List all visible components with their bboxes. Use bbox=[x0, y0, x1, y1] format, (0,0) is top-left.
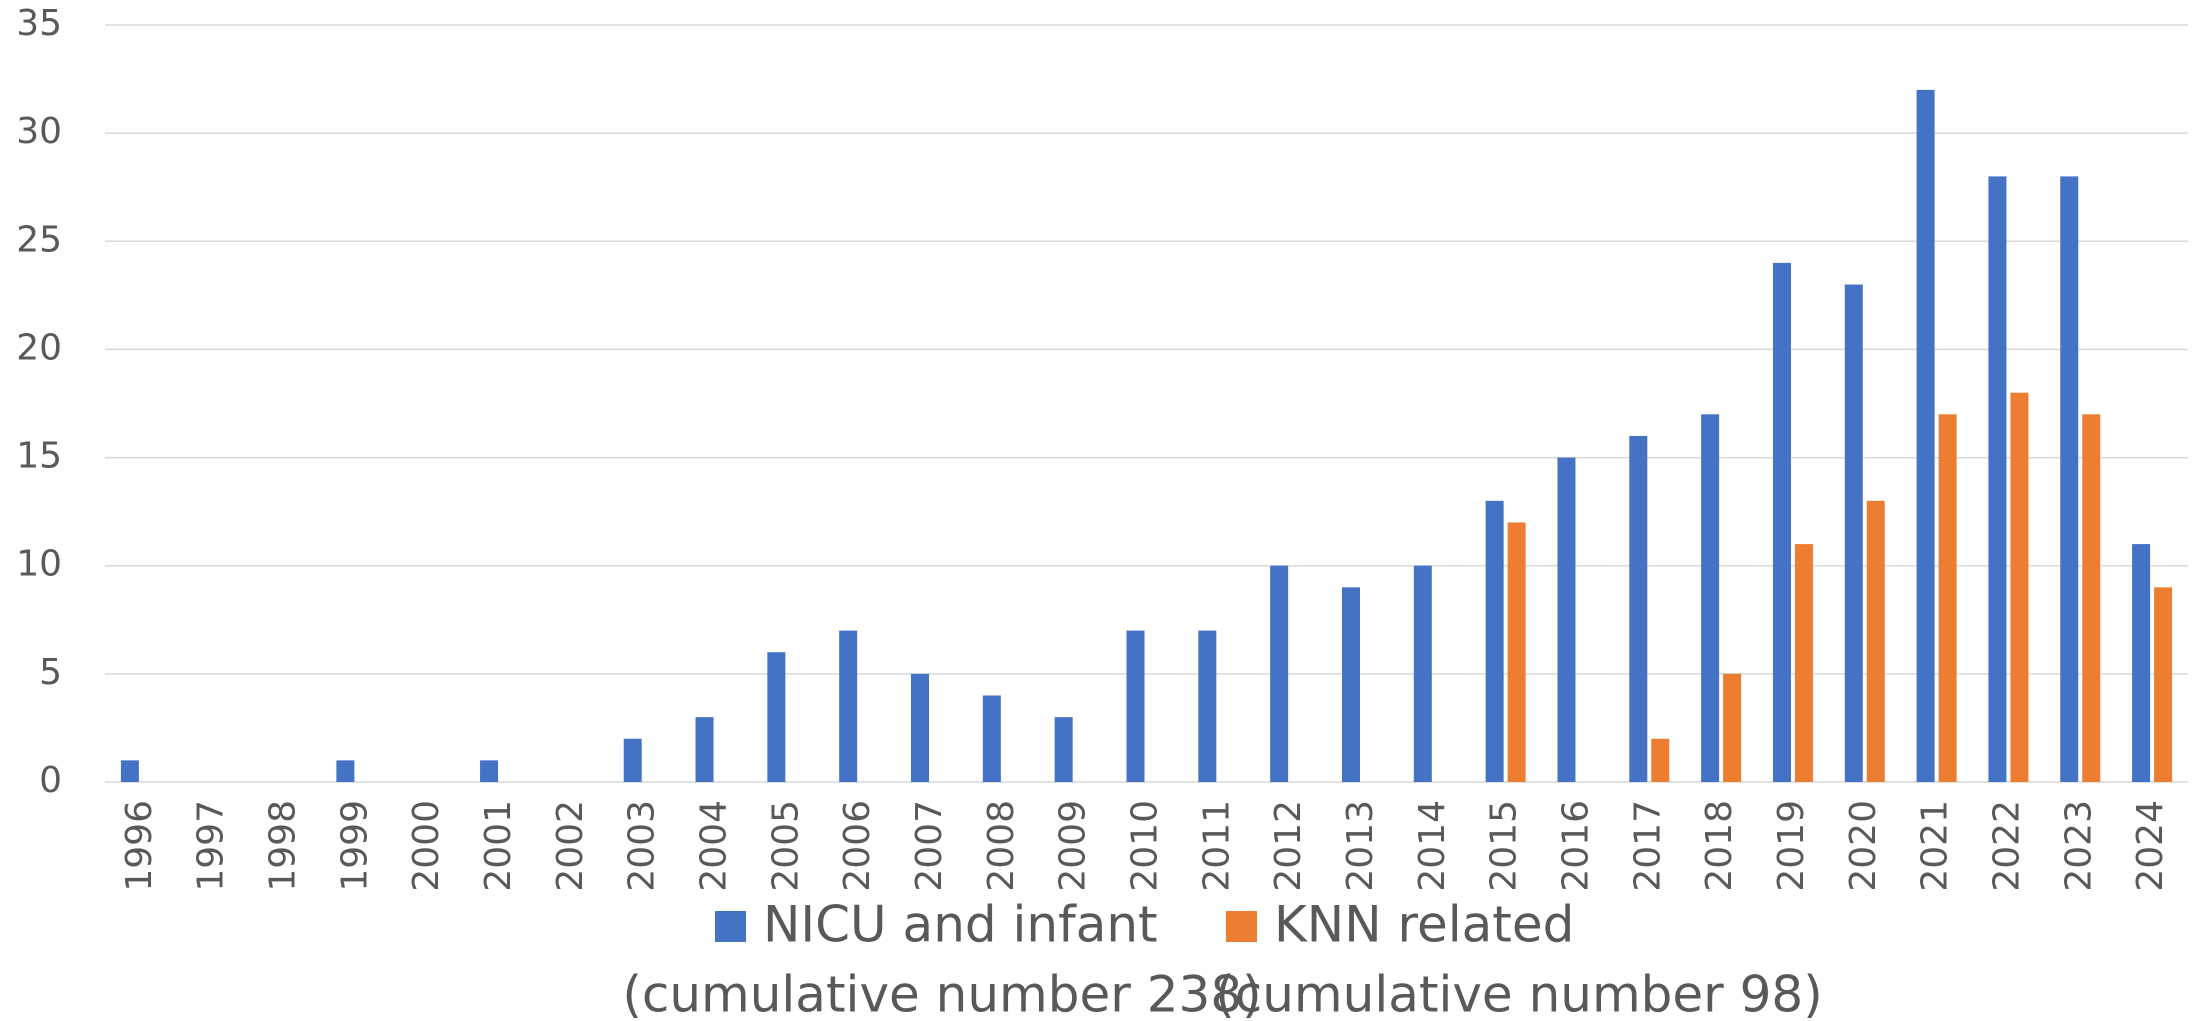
bar bbox=[1938, 414, 1957, 782]
x-tick-label: 2002 bbox=[550, 800, 591, 892]
bar bbox=[1723, 673, 1742, 782]
x-tick-label: 2004 bbox=[694, 800, 735, 892]
bar bbox=[1916, 89, 1935, 782]
bar bbox=[1485, 500, 1504, 782]
x-tick-label: 2008 bbox=[981, 800, 1022, 892]
bar bbox=[839, 630, 858, 782]
x-tick-label: 2010 bbox=[1125, 800, 1166, 892]
bar bbox=[1988, 176, 2007, 782]
bar bbox=[1126, 630, 1145, 782]
x-tick-label: 2019 bbox=[1771, 800, 1812, 892]
y-tick-label: 10 bbox=[16, 544, 62, 585]
x-tick-label: 2003 bbox=[622, 800, 663, 892]
bar bbox=[911, 673, 930, 782]
x-tick-label: 2022 bbox=[1986, 800, 2027, 892]
x-tick-label: 2024 bbox=[2130, 800, 2171, 892]
bar bbox=[120, 760, 139, 782]
x-tick-label: 2006 bbox=[837, 800, 878, 892]
x-tick-label: 2005 bbox=[765, 800, 806, 892]
y-tick-label: 35 bbox=[16, 3, 62, 44]
legend-label: KNN related bbox=[1274, 896, 1574, 954]
y-tick-label: 30 bbox=[16, 111, 62, 152]
x-tick-label: 2015 bbox=[1484, 800, 1525, 892]
bar bbox=[480, 760, 499, 782]
y-tick-label: 20 bbox=[16, 327, 62, 368]
bar bbox=[1794, 544, 1813, 782]
bar bbox=[2154, 587, 2173, 782]
legend-label: NICU and infant bbox=[763, 896, 1158, 954]
x-tick-label: 1997 bbox=[191, 800, 232, 892]
x-tick-label: 2011 bbox=[1196, 800, 1237, 892]
x-tick-label: 2007 bbox=[909, 800, 950, 892]
x-tick-label: 1996 bbox=[119, 800, 160, 892]
x-tick-label: 2016 bbox=[1555, 800, 1596, 892]
bar bbox=[1629, 435, 1648, 782]
x-tick-label: 1999 bbox=[334, 800, 375, 892]
y-tick-label: 0 bbox=[39, 760, 62, 801]
x-tick-label: 2018 bbox=[1699, 800, 1740, 892]
annotation: (cumulative number 238) bbox=[622, 966, 1261, 1021]
bar bbox=[1413, 565, 1432, 782]
x-tick-label: 2001 bbox=[478, 800, 519, 892]
annotation: (cumulative number 98) bbox=[1215, 966, 1823, 1021]
y-tick-label: 15 bbox=[16, 436, 62, 477]
bar bbox=[982, 695, 1001, 782]
bar bbox=[2060, 176, 2079, 782]
bar bbox=[1844, 284, 1863, 782]
bar bbox=[695, 717, 714, 782]
bar bbox=[767, 652, 786, 782]
x-tick-label: 2013 bbox=[1340, 800, 1381, 892]
bar bbox=[1557, 457, 1576, 782]
bar bbox=[1341, 587, 1360, 782]
y-tick-label: 5 bbox=[39, 652, 62, 693]
bar bbox=[336, 760, 355, 782]
x-tick-label: 2020 bbox=[1843, 800, 1884, 892]
bar bbox=[2132, 544, 2151, 782]
bar bbox=[2082, 414, 2101, 782]
legend-swatch bbox=[1226, 911, 1257, 942]
bar bbox=[2010, 392, 2029, 782]
x-tick-label: 2014 bbox=[1412, 800, 1453, 892]
x-tick-label: 2000 bbox=[406, 800, 447, 892]
x-tick-label: 1998 bbox=[263, 800, 304, 892]
x-tick-label: 2023 bbox=[2058, 800, 2099, 892]
x-tick-label: 2017 bbox=[1627, 800, 1668, 892]
bar bbox=[1507, 522, 1526, 782]
legend-swatch bbox=[715, 911, 746, 942]
x-tick-label: 2021 bbox=[1915, 800, 1956, 892]
bar bbox=[1701, 414, 1720, 782]
y-tick-label: 25 bbox=[16, 219, 62, 260]
bar bbox=[1651, 738, 1670, 782]
bar bbox=[1054, 717, 1073, 782]
x-tick-label: 2009 bbox=[1053, 800, 1094, 892]
bar bbox=[1198, 630, 1217, 782]
x-tick-label: 2012 bbox=[1268, 800, 1309, 892]
bar bbox=[1866, 500, 1885, 782]
bar bbox=[1270, 565, 1289, 782]
bar bbox=[1772, 262, 1791, 782]
bar bbox=[623, 738, 642, 782]
